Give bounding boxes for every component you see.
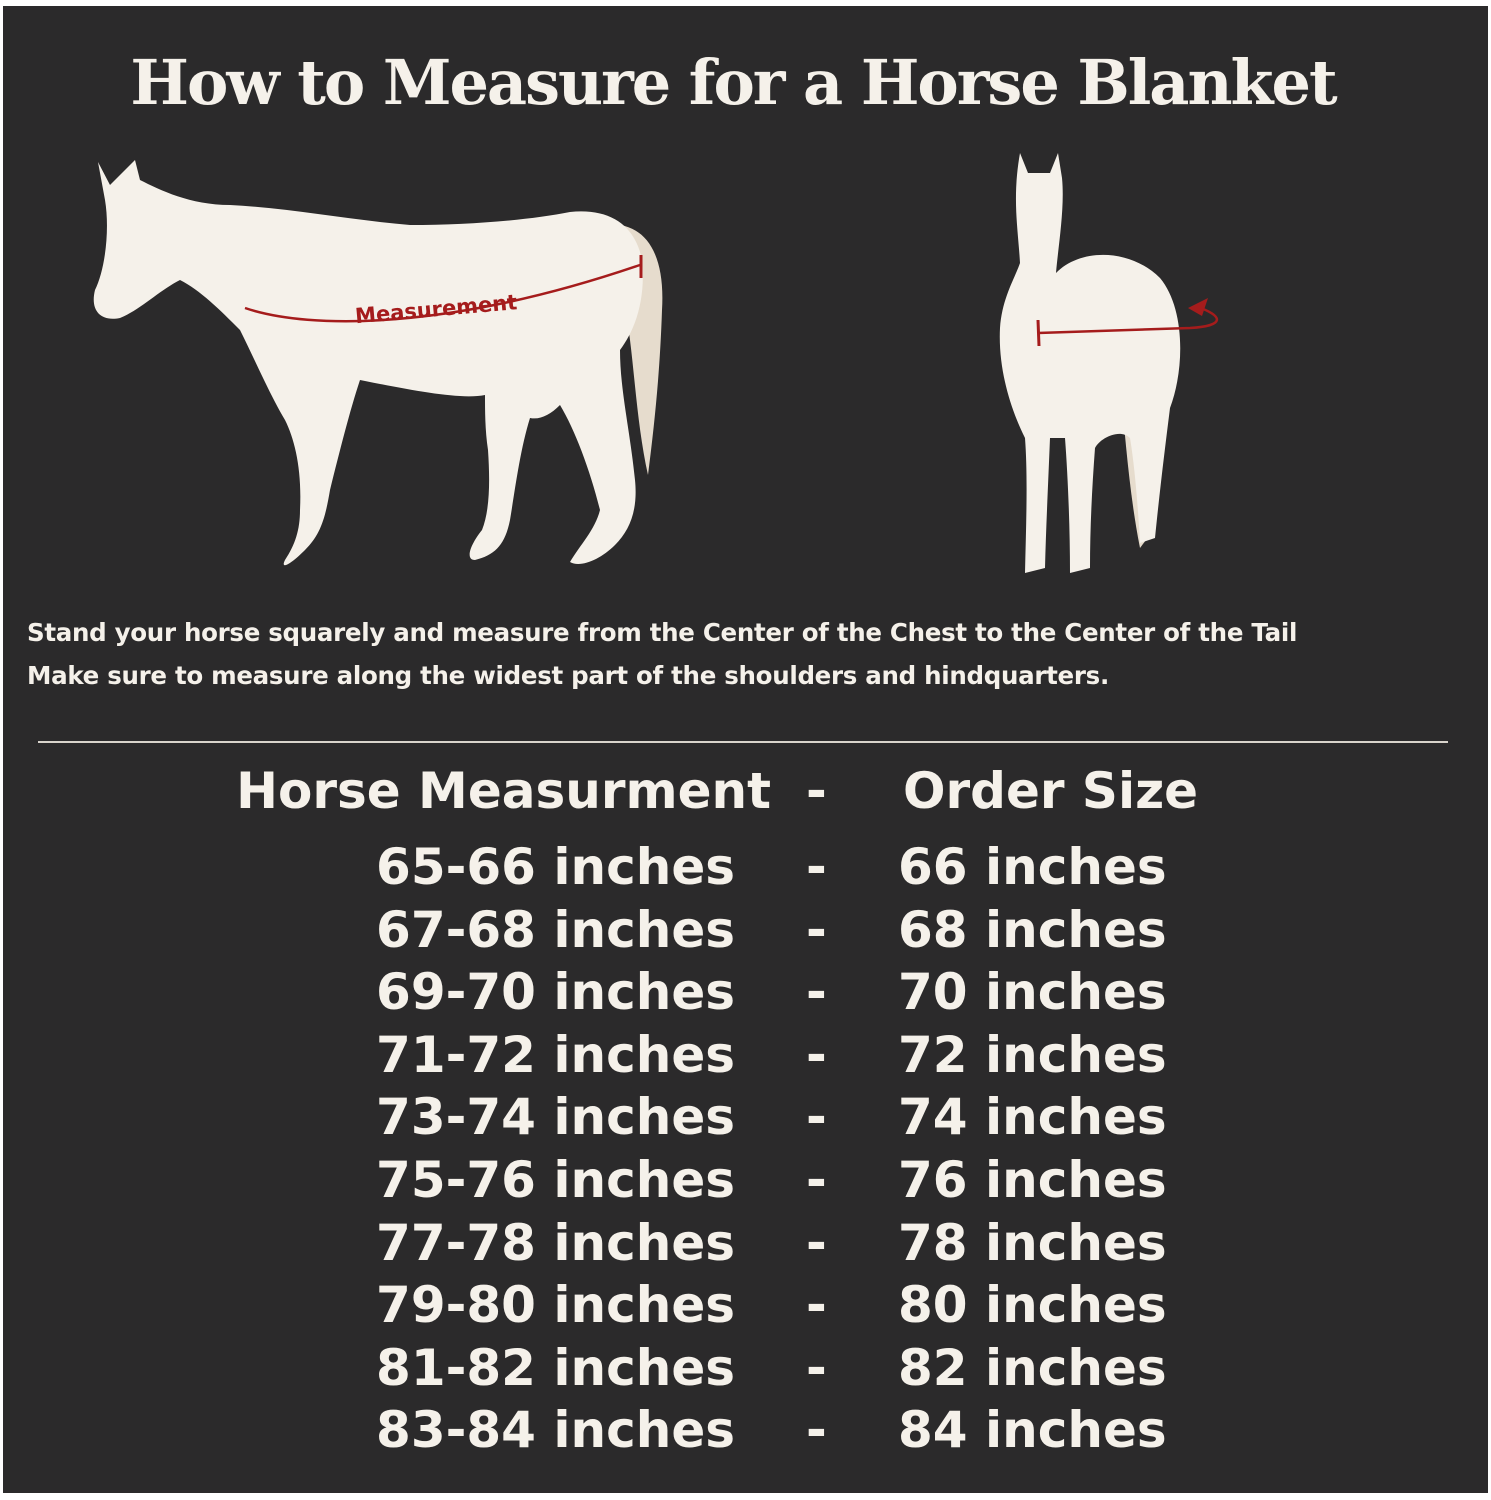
row-separator: - bbox=[806, 900, 827, 959]
order-size: 74 inches bbox=[898, 1088, 1167, 1147]
measurement-range: 83-84 inches bbox=[376, 1401, 735, 1460]
order-size: 66 inches bbox=[898, 838, 1167, 896]
row-separator: - bbox=[806, 1088, 827, 1147]
instruction-line-1: Stand your horse squarely and measure fr… bbox=[27, 618, 1298, 647]
measurement-range: 79-80 inches bbox=[376, 1276, 735, 1335]
measurement-range: 81-82 inches bbox=[376, 1338, 735, 1397]
instruction-line-2: Make sure to measure along the widest pa… bbox=[27, 661, 1109, 690]
page-title: How to Measure for a Horse Blanket bbox=[130, 46, 1337, 119]
row-separator: - bbox=[806, 838, 827, 896]
table-row: 69-70 inches - 70 inches bbox=[0, 963, 1491, 1025]
row-separator: - bbox=[806, 1276, 827, 1335]
measurement-range: 65-66 inches bbox=[376, 838, 735, 896]
order-size: 70 inches bbox=[898, 963, 1167, 1022]
order-size: 72 inches bbox=[898, 1025, 1167, 1084]
measurement-range: 67-68 inches bbox=[376, 900, 735, 959]
horse-front-view-illustration bbox=[999, 153, 1219, 573]
table-row: 75-76 inches - 76 inches bbox=[0, 1151, 1491, 1213]
measurement-range: 73-74 inches bbox=[376, 1088, 735, 1147]
measurement-range: 77-78 inches bbox=[376, 1213, 735, 1272]
order-size: 68 inches bbox=[898, 900, 1167, 959]
order-size: 76 inches bbox=[898, 1151, 1167, 1209]
row-separator: - bbox=[806, 1151, 827, 1209]
order-size: 84 inches bbox=[898, 1401, 1167, 1460]
arrow-head-icon bbox=[1188, 298, 1208, 316]
order-size: 80 inches bbox=[898, 1276, 1167, 1335]
table-row: 65-66 inches - 66 inches bbox=[0, 838, 1491, 900]
horse-side-view-illustration: Measurement bbox=[93, 160, 663, 566]
table-row: 83-84 inches - 84 inches bbox=[0, 1401, 1491, 1463]
table-row: 67-68 inches - 68 inches bbox=[0, 901, 1491, 963]
table-row: 79-80 inches - 80 inches bbox=[0, 1276, 1491, 1338]
row-separator: - bbox=[806, 1025, 827, 1084]
size-table-header: Horse Measurment - Order Size bbox=[0, 762, 1491, 824]
horse-front-silhouette bbox=[999, 153, 1181, 573]
row-separator: - bbox=[806, 1338, 827, 1397]
table-row: 73-74 inches - 74 inches bbox=[0, 1088, 1491, 1150]
table-row: 71-72 inches - 72 inches bbox=[0, 1026, 1491, 1088]
table-row: 77-78 inches - 78 inches bbox=[0, 1214, 1491, 1276]
order-size: 78 inches bbox=[898, 1213, 1167, 1272]
header-horse-measurement: Horse Measurment bbox=[236, 762, 771, 820]
table-row: 81-82 inches - 82 inches bbox=[0, 1339, 1491, 1401]
row-separator: - bbox=[806, 1401, 827, 1460]
order-size: 82 inches bbox=[898, 1338, 1167, 1397]
divider bbox=[38, 741, 1448, 743]
measurement-line bbox=[244, 263, 641, 323]
row-separator: - bbox=[806, 963, 827, 1022]
measurement-range: 75-76 inches bbox=[376, 1151, 735, 1209]
measurement-range: 71-72 inches bbox=[376, 1025, 735, 1084]
measurement-range: 69-70 inches bbox=[376, 963, 735, 1022]
header-separator: - bbox=[806, 762, 827, 820]
row-separator: - bbox=[806, 1213, 827, 1272]
header-order-size: Order Size bbox=[903, 762, 1199, 820]
horse-side-silhouette bbox=[93, 160, 643, 566]
